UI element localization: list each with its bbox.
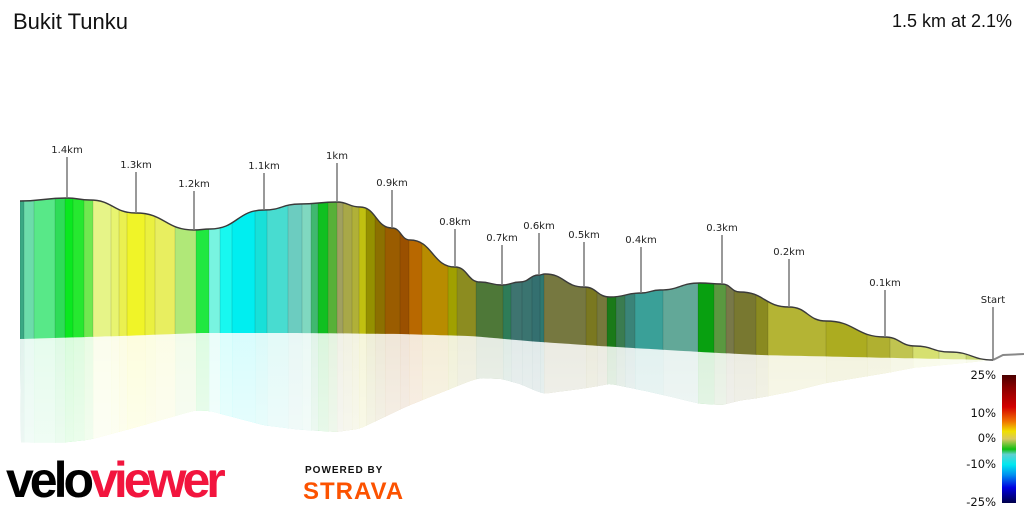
marker-label: 0.9km [376, 178, 407, 189]
legend-label-25: 25% [970, 368, 996, 382]
marker-label: 0.2km [773, 247, 804, 258]
marker-label: 1.3km [120, 160, 151, 171]
gradient-segment [209, 198, 221, 360]
gradient-segment [337, 198, 344, 360]
gradient-segment [318, 198, 329, 360]
distance-markers: Start 0.1km 0.2km 0.3km 0.4km 0.5km 0.6km 0.7km… [51, 145, 1005, 360]
marker-label: 1.1km [248, 161, 279, 172]
gradient-segment [385, 198, 401, 360]
gradient-segment [267, 198, 289, 360]
gradient-segment [890, 198, 914, 360]
gradient-segment [714, 198, 727, 360]
gradient-segment [756, 198, 769, 360]
legend-label-10: 10% [970, 406, 996, 420]
gradient-segment [127, 198, 146, 360]
legend-label-0: 0% [977, 431, 996, 445]
gradient-segment [55, 198, 66, 360]
gradient-segment [448, 198, 458, 360]
gradient-segment [826, 198, 868, 360]
gradient-segment [20, 198, 25, 360]
gradient-segment [540, 198, 545, 360]
gradient-segment [625, 198, 636, 360]
marker-label: 0.1km [869, 278, 900, 289]
gradient-segment [939, 198, 967, 360]
gradient-segment [73, 198, 85, 360]
marker-label: 0.3km [706, 223, 737, 234]
gradient-segment [663, 198, 699, 360]
gradient-segment [616, 198, 626, 360]
gradient-segment [400, 198, 410, 360]
gradient-segment [328, 198, 338, 360]
gradient-segment [145, 198, 156, 360]
marker-label: 1.4km [51, 145, 82, 156]
profile-tail [992, 353, 1024, 361]
gradient-segment [366, 198, 376, 360]
segment-title: Bukit Tunku [13, 9, 128, 34]
marker-label: 0.8km [439, 217, 470, 228]
marker-label: 0.4km [625, 235, 656, 246]
gradient-segment [93, 198, 112, 360]
gradient-segment [34, 198, 56, 360]
marker-label: Start [981, 295, 1006, 306]
strava-logo[interactable]: STRAVA [303, 478, 405, 505]
gradient-segment [768, 198, 827, 360]
gradient-segment [532, 198, 541, 360]
gradient-legend: 25% 10% 0% -10% -25% [955, 368, 1024, 512]
gradient-segment [511, 198, 523, 360]
marker-label: 1.2km [178, 179, 209, 190]
gradient-color-bar [1002, 375, 1016, 503]
gradient-segment [597, 198, 608, 360]
gradient-segment [359, 198, 367, 360]
gradient-segment [544, 198, 587, 360]
gradient-segment [84, 198, 94, 360]
marker-label: 0.6km [523, 221, 554, 232]
gradient-segment [375, 198, 386, 360]
gradient-segment [311, 198, 319, 360]
gradient-segment [155, 198, 176, 360]
gradient-segment [698, 198, 715, 360]
gradient-segment [65, 198, 74, 360]
gradient-segment [503, 198, 512, 360]
gradient-segment [913, 198, 940, 360]
segment-summary: 1.5 km at 2.1% [891, 11, 1012, 31]
gradient-segment [586, 198, 598, 360]
gradient-segment [175, 198, 197, 360]
gradient-segment [288, 198, 303, 360]
gradient-segment [726, 198, 735, 360]
gradient-segment [522, 198, 533, 360]
gradient-segment [111, 198, 120, 360]
gradient-segment [302, 198, 312, 360]
gradient-segment [220, 198, 233, 360]
gradient-segment [232, 198, 256, 360]
gradient-segment [119, 198, 128, 360]
marker-label: 0.5km [568, 230, 599, 241]
gradient-segment [24, 198, 35, 360]
gradient-segment [255, 198, 268, 360]
marker-label: 0.7km [486, 233, 517, 244]
gradient-segment [196, 198, 210, 360]
logo-velo: velo [6, 452, 94, 508]
gradient-segment [607, 198, 617, 360]
powered-by-label: POWERED BY [305, 465, 384, 476]
legend-label-minus25: -25% [966, 495, 996, 509]
gradient-segment [635, 198, 664, 360]
gradient-segment [966, 198, 993, 360]
gradient-segment [343, 198, 353, 360]
legend-label-minus10: -10% [966, 457, 996, 471]
gradient-segment [734, 198, 757, 360]
gradient-segment [352, 198, 360, 360]
logo-viewer: viewer [90, 452, 226, 508]
marker-label: 1km [326, 151, 348, 162]
